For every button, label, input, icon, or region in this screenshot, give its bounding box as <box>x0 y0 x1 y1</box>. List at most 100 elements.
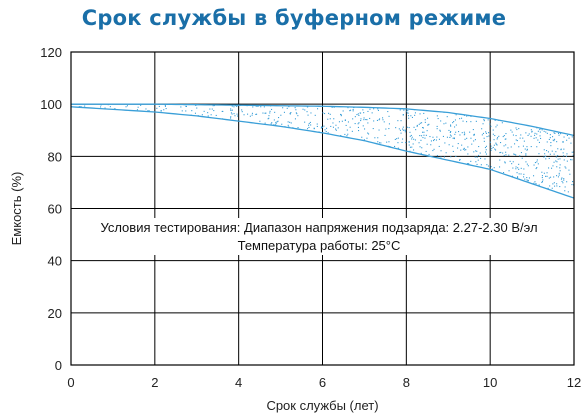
band-dot <box>356 175 358 177</box>
band-dot <box>494 177 496 179</box>
band-dot <box>262 112 264 114</box>
band-dot <box>207 194 209 196</box>
band-dot <box>170 132 172 134</box>
band-dot <box>285 143 287 145</box>
band-dot <box>525 161 527 163</box>
band-dot <box>100 140 102 142</box>
band-dot <box>177 201 178 202</box>
band-dot <box>201 201 202 202</box>
band-dot <box>392 165 394 167</box>
band-dot <box>125 102 126 103</box>
band-dot <box>562 121 564 123</box>
band-dot <box>239 140 241 142</box>
band-dot <box>336 102 337 103</box>
band-dot <box>549 185 551 187</box>
band-dot <box>183 184 185 186</box>
band-dot <box>518 163 520 165</box>
band-dot <box>276 145 278 147</box>
band-dot <box>205 153 207 155</box>
band-dot <box>270 149 272 151</box>
band-dot <box>409 201 410 202</box>
band-dot <box>556 185 558 187</box>
band-dot <box>194 112 196 114</box>
band-dot <box>473 140 475 142</box>
band-dot <box>512 134 514 136</box>
band-dot <box>409 182 411 184</box>
band-dot <box>408 117 410 119</box>
band-dot <box>125 110 127 112</box>
band-dot <box>484 113 486 115</box>
band-dot <box>524 107 526 109</box>
band-dot <box>410 115 412 117</box>
band-dot <box>407 110 409 112</box>
band-dot <box>137 106 139 108</box>
band-dot <box>502 107 504 109</box>
band-dot <box>344 143 346 145</box>
band-dot <box>331 171 333 173</box>
band-dot <box>549 119 551 121</box>
band-dot <box>296 131 298 133</box>
band-dot <box>88 150 90 152</box>
band-dot <box>414 158 416 160</box>
band-dot <box>551 202 552 203</box>
band-dot <box>462 177 464 179</box>
band-dot <box>539 197 541 199</box>
band-dot <box>432 201 433 202</box>
band-dot <box>290 153 292 155</box>
band-dot <box>318 168 320 170</box>
band-dot <box>509 196 511 198</box>
band-dot <box>221 185 223 187</box>
band-dot <box>315 158 317 160</box>
band-dot <box>374 160 376 162</box>
band-dot <box>255 128 257 130</box>
band-dot <box>479 174 481 176</box>
band-dot <box>175 176 177 178</box>
band-dot <box>263 150 265 152</box>
band-dot <box>93 202 94 203</box>
band-dot <box>539 135 541 137</box>
band-dot <box>461 171 463 173</box>
band-dot <box>467 146 469 148</box>
band-dot <box>557 202 558 203</box>
band-dot <box>72 168 74 170</box>
band-dot <box>556 195 558 197</box>
band-dot <box>156 160 158 162</box>
band-dot <box>183 194 185 196</box>
band-dot <box>515 102 516 103</box>
band-dot <box>399 109 401 111</box>
band-dot <box>241 111 243 113</box>
band-dot <box>300 201 301 202</box>
band-dot <box>217 177 219 179</box>
band-dot <box>448 174 450 176</box>
band-dot <box>216 133 218 135</box>
band-dot <box>328 136 330 138</box>
band-dot <box>188 180 190 182</box>
band-dot <box>572 181 574 183</box>
band-dot <box>397 164 399 166</box>
band-dot <box>453 138 455 140</box>
band-dot <box>338 146 340 148</box>
band-dot <box>368 143 370 145</box>
band-dot <box>568 169 570 171</box>
band-dot <box>511 110 513 112</box>
band-layer <box>71 102 574 203</box>
band-dot <box>172 185 174 187</box>
band-dot <box>550 176 552 178</box>
band-dot <box>519 137 521 139</box>
band-dot <box>382 117 384 119</box>
band-dot <box>275 197 277 199</box>
band-dot <box>442 170 444 172</box>
band-dot <box>358 181 360 183</box>
band-dot <box>289 145 291 147</box>
band-dot <box>481 200 482 201</box>
band-dot <box>406 110 408 112</box>
band-dot <box>562 152 564 154</box>
band-dot <box>187 168 189 170</box>
band-dot <box>143 145 145 147</box>
band-dot <box>218 175 220 177</box>
band-dot <box>464 105 466 107</box>
band-dot <box>329 118 331 120</box>
band-dot <box>317 135 319 137</box>
band-dot <box>117 190 119 192</box>
